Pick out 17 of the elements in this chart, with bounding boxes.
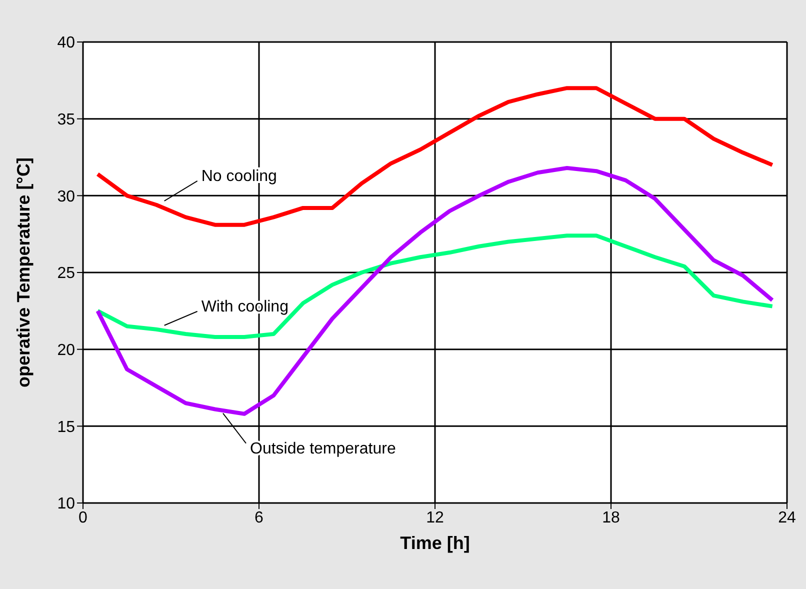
x-tick-label: 24 xyxy=(778,509,796,526)
line-series xyxy=(96,86,774,227)
y-tick-label: 15 xyxy=(57,418,76,436)
x-axis-title: Time [h] xyxy=(400,533,470,553)
line-series xyxy=(96,166,774,416)
y-tick-label: 30 xyxy=(57,188,76,206)
y-tick-label: 25 xyxy=(57,265,76,282)
y-tick-label: 35 xyxy=(57,112,76,129)
line-series xyxy=(96,234,774,340)
x-tick-label: 0 xyxy=(78,509,88,526)
x-tick-label: 12 xyxy=(426,509,444,526)
y-tick-label: 20 xyxy=(57,342,76,360)
x-tick-label: 18 xyxy=(602,509,620,526)
y-tick-label: 40 xyxy=(57,34,76,52)
x-tick-label: 6 xyxy=(254,509,264,526)
y-axis-title: operative Temperature [°C] xyxy=(13,158,34,388)
y-tick-label: 10 xyxy=(57,496,76,513)
